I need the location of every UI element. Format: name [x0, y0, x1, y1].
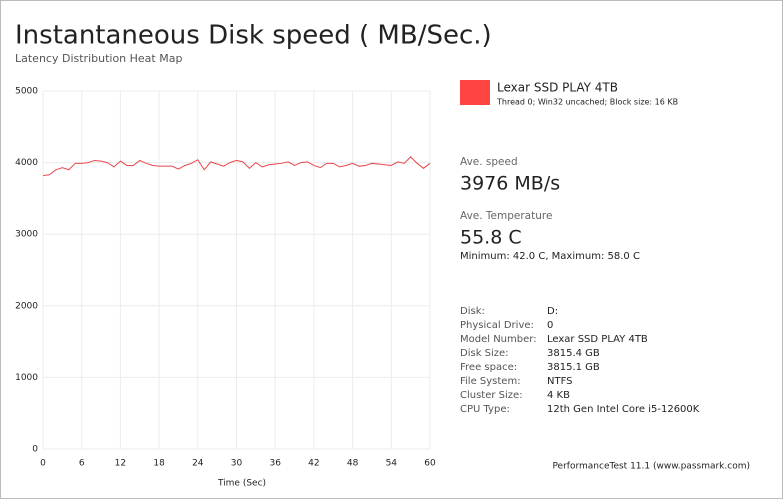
info-value: Lexar SSD PLAY 4TB: [547, 334, 648, 345]
info-label: Disk Size:: [460, 348, 509, 359]
legend-note: Thread 0; Win32 uncached; Block size: 16…: [496, 98, 678, 107]
info-value: 3815.4 GB: [547, 348, 600, 359]
x-tick-label: 42: [308, 459, 319, 469]
legend-swatch: [460, 80, 490, 105]
data-line: [42, 156, 431, 176]
info-value: D:: [547, 306, 558, 317]
y-tick-label: 1000: [15, 373, 38, 383]
x-tick-label: 48: [347, 459, 359, 469]
info-value: 3815.1 GB: [547, 362, 600, 373]
speed-label: Ave. speed: [460, 156, 518, 168]
info-label: Free space:: [460, 362, 517, 373]
info-value: NTFS: [547, 376, 573, 387]
temp-range: Minimum: 42.0 C, Maximum: 58.0 C: [460, 251, 640, 262]
x-tick-label: 18: [153, 459, 165, 469]
info-label: Model Number:: [460, 334, 537, 345]
temp-label: Ave. Temperature: [460, 210, 552, 222]
legend-label: Lexar SSD PLAY 4TB: [497, 81, 618, 95]
x-tick-label: 12: [115, 459, 126, 469]
x-tick-label: 24: [192, 459, 204, 469]
title: Instantaneous Disk speed ( MB/Sec.): [15, 21, 492, 51]
info-label: CPU Type:: [460, 404, 510, 415]
info-value: 0: [547, 320, 553, 331]
x-axis-label: Time (Sec): [217, 479, 266, 489]
info-value: 12th Gen Intel Core i5-12600K: [547, 404, 700, 415]
y-tick-label: 5000: [15, 87, 38, 97]
x-tick-label: 0: [40, 459, 46, 469]
y-tick-label: 3000: [15, 230, 38, 240]
subtitle: Latency Distribution Heat Map: [15, 52, 182, 65]
x-tick-label: 54: [386, 459, 398, 469]
info-label: File System:: [460, 376, 521, 387]
speed-value: 3976 MB/s: [460, 173, 560, 195]
info-label: Physical Drive:: [460, 320, 534, 331]
x-tick-label: 36: [269, 459, 281, 469]
x-tick-label: 60: [424, 459, 436, 469]
info-value: 4 KB: [547, 390, 570, 401]
info-label: Disk:: [460, 306, 485, 317]
y-tick-label: 2000: [15, 301, 38, 311]
temp-value: 55.8 C: [460, 227, 522, 249]
y-tick-label: 4000: [15, 158, 38, 168]
x-tick-label: 6: [79, 459, 85, 469]
x-tick-label: 30: [231, 459, 243, 469]
info-label: Cluster Size:: [460, 390, 523, 401]
y-tick-label: 0: [32, 445, 38, 455]
footer: PerformanceTest 11.1 (www.passmark.com): [552, 462, 750, 472]
